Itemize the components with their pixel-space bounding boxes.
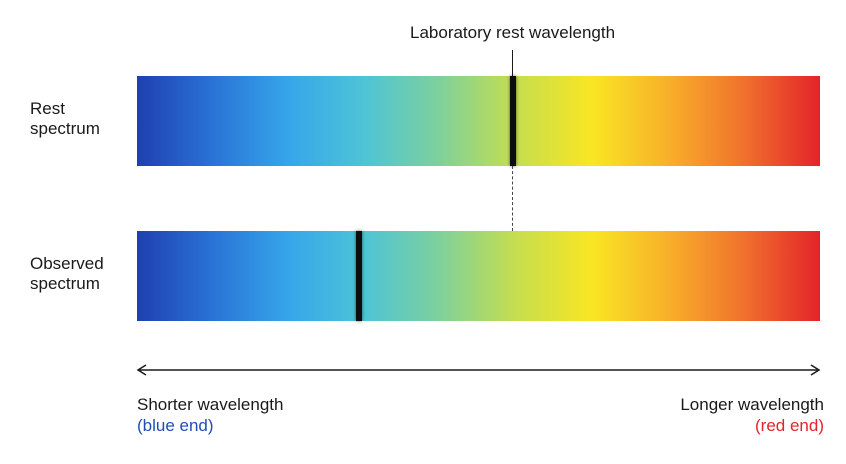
observed-absorption-line [355,231,362,321]
longer-wavelength-label: Longer wavelength [680,395,824,414]
rest-wavelength-guide-line [512,166,513,231]
red-end-label: (red end) [755,416,824,435]
lab-rest-wavelength-tick [512,50,513,76]
rest-absorption-line [509,76,516,166]
blue-end-label: (blue end) [137,416,214,435]
observed-spectrum-label: Observed spectrum [30,254,104,293]
shorter-wavelength-label: Shorter wavelength [137,395,284,414]
arrow-left-icon [136,364,147,376]
rest-spectrum-bar [137,76,820,166]
rest-spectrum-label: Rest spectrum [30,99,100,138]
observed-spectrum-bar [137,231,820,321]
lab-rest-wavelength-label: Laboratory rest wavelength [410,23,616,42]
arrow-right-icon [810,364,821,376]
wavelength-axis-arrow [136,364,821,376]
